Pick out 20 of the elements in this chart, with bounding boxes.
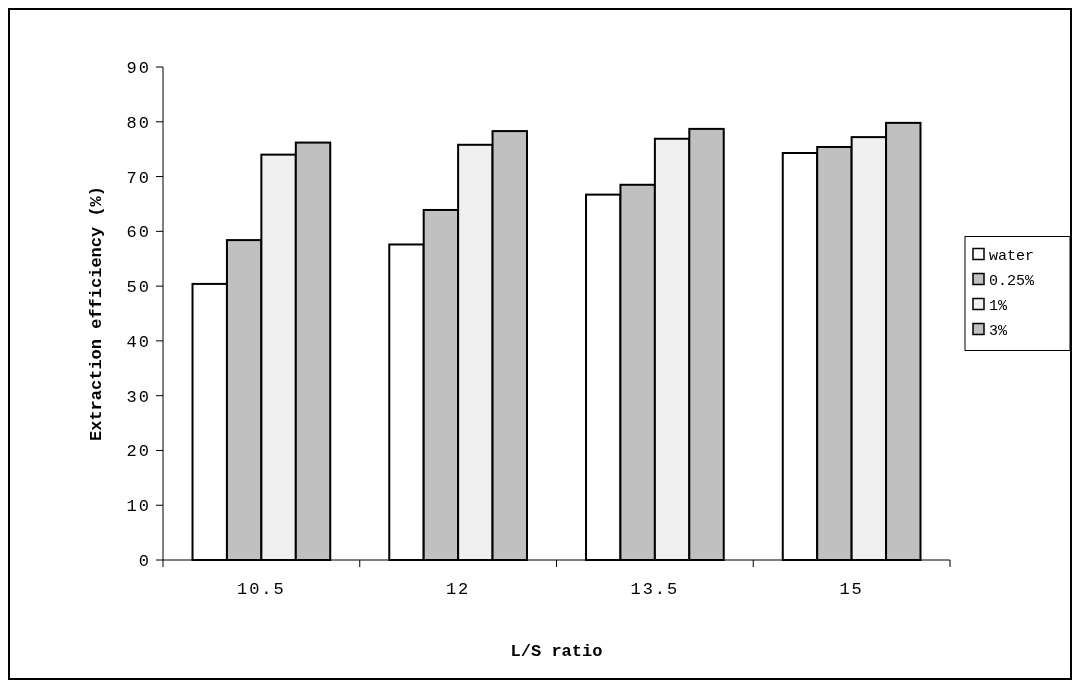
- y-tick-label: 0: [138, 551, 151, 571]
- y-tick-label: 30: [126, 387, 151, 407]
- legend-label: 3%: [989, 322, 1008, 340]
- legend-label: water: [989, 247, 1035, 265]
- y-tick-label: 90: [126, 58, 151, 78]
- y-tick-label: 40: [126, 332, 151, 352]
- x-tick-label: 12: [445, 580, 471, 599]
- legend-label: 1%: [989, 297, 1008, 315]
- y-tick-label: 80: [126, 113, 151, 133]
- x-tick-label: 13.5: [630, 580, 680, 599]
- y-axis-title: Extraction efficiency (%): [87, 185, 106, 442]
- y-tick-label: 70: [126, 168, 151, 188]
- y-tick-label: 60: [126, 223, 151, 243]
- x-tick-label: 15: [839, 580, 864, 599]
- x-tick-label: 10.5: [236, 580, 286, 599]
- legend-label: 0.25%: [989, 272, 1036, 290]
- y-tick-label: 50: [126, 278, 151, 298]
- y-tick-label: 20: [126, 442, 151, 462]
- x-axis-title: L/S ratio: [510, 642, 603, 661]
- y-tick-label: 10: [126, 497, 151, 517]
